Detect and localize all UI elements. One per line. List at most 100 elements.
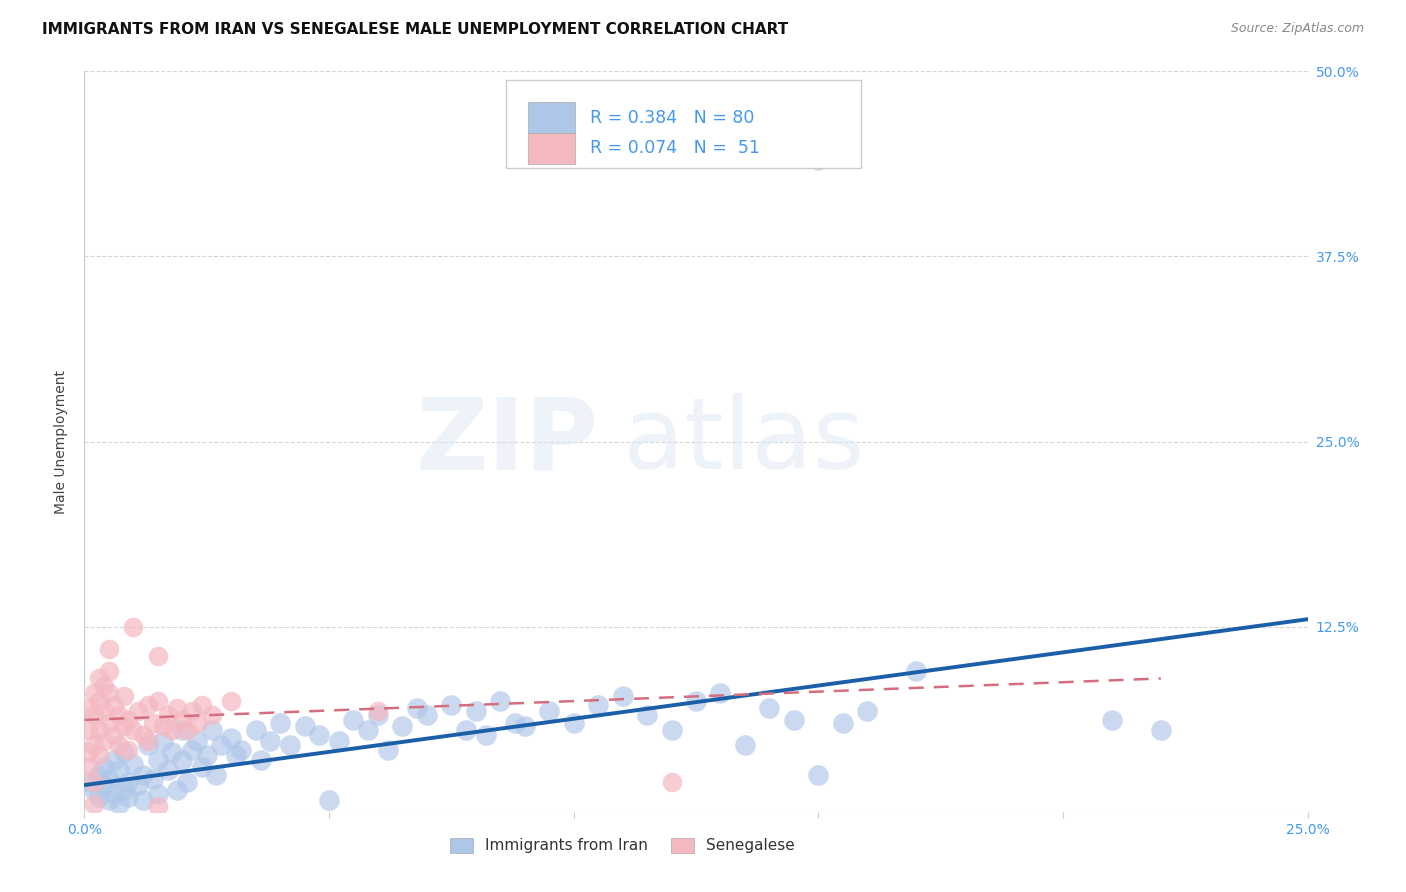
Point: [87, 748, 110, 763]
Point: [513, 719, 536, 733]
Point: [205, 767, 228, 781]
Point: [416, 708, 439, 723]
Point: [172, 713, 194, 727]
Point: [146, 753, 169, 767]
Point: [87, 672, 110, 686]
Point: [117, 742, 139, 756]
Point: [77, 723, 100, 738]
Point: [308, 728, 330, 742]
Point: [112, 690, 135, 704]
Point: [117, 775, 139, 789]
Point: [586, 698, 609, 712]
Point: [127, 704, 149, 718]
Point: [318, 793, 340, 807]
Point: [112, 746, 135, 760]
Point: [83, 686, 105, 700]
Point: [83, 782, 105, 797]
Point: [97, 664, 120, 678]
Point: [107, 797, 129, 812]
Point: [112, 719, 135, 733]
Point: [758, 701, 780, 715]
Point: [391, 719, 413, 733]
Text: R = 0.074   N =  51: R = 0.074 N = 51: [589, 139, 759, 157]
Point: [142, 772, 165, 786]
Point: [142, 715, 165, 730]
Point: [342, 713, 364, 727]
Point: [367, 708, 389, 723]
Point: [97, 793, 120, 807]
Point: [503, 715, 526, 730]
Point: [1150, 723, 1173, 738]
Point: [181, 742, 204, 756]
Point: [172, 753, 194, 767]
Point: [259, 733, 281, 747]
Point: [474, 728, 496, 742]
Point: [146, 798, 169, 813]
Point: [146, 649, 169, 664]
Point: [166, 701, 188, 715]
Point: [278, 738, 301, 752]
Point: [225, 748, 247, 763]
Point: [200, 708, 222, 723]
Point: [83, 738, 105, 752]
Point: [136, 698, 159, 712]
Point: [156, 708, 179, 723]
Point: [245, 723, 267, 738]
Point: [191, 698, 214, 712]
Point: [152, 733, 174, 747]
Point: [367, 704, 389, 718]
Point: [406, 701, 429, 715]
Point: [87, 789, 110, 804]
Point: [1101, 713, 1123, 727]
Point: [93, 760, 115, 774]
Point: [83, 797, 105, 812]
Point: [807, 767, 830, 781]
Point: [661, 723, 683, 738]
Point: [77, 746, 100, 760]
Point: [440, 698, 463, 712]
Legend: Immigrants from Iran, Senegalese: Immigrants from Iran, Senegalese: [444, 831, 801, 860]
Point: [97, 686, 120, 700]
Point: [162, 746, 184, 760]
Point: [249, 753, 271, 767]
FancyBboxPatch shape: [506, 80, 860, 168]
Point: [93, 704, 115, 718]
Point: [93, 679, 115, 693]
Text: R = 0.384   N = 80: R = 0.384 N = 80: [589, 109, 754, 127]
Point: [562, 715, 585, 730]
Point: [103, 728, 125, 742]
Point: [856, 704, 879, 718]
Point: [219, 731, 242, 745]
FancyBboxPatch shape: [529, 103, 575, 134]
Point: [117, 713, 139, 727]
Text: Source: ZipAtlas.com: Source: ZipAtlas.com: [1230, 22, 1364, 36]
Point: [219, 694, 242, 708]
Point: [685, 694, 707, 708]
Point: [831, 715, 853, 730]
Point: [107, 738, 129, 752]
Point: [93, 778, 115, 792]
Point: [357, 723, 380, 738]
Point: [172, 723, 194, 738]
Point: [489, 694, 512, 708]
Point: [454, 723, 477, 738]
Point: [156, 764, 179, 778]
Point: [107, 708, 129, 723]
Point: [709, 686, 731, 700]
Point: [77, 775, 100, 789]
Text: IMMIGRANTS FROM IRAN VS SENEGALESE MALE UNEMPLOYMENT CORRELATION CHART: IMMIGRANTS FROM IRAN VS SENEGALESE MALE …: [42, 22, 789, 37]
Point: [195, 748, 218, 763]
Point: [152, 719, 174, 733]
Point: [97, 641, 120, 656]
Point: [612, 690, 634, 704]
Point: [107, 764, 129, 778]
Point: [132, 728, 155, 742]
FancyBboxPatch shape: [529, 133, 575, 164]
Point: [538, 704, 561, 718]
Point: [132, 793, 155, 807]
Text: atlas: atlas: [623, 393, 865, 490]
Point: [191, 760, 214, 774]
Point: [807, 153, 830, 168]
Point: [661, 775, 683, 789]
Point: [186, 733, 208, 747]
